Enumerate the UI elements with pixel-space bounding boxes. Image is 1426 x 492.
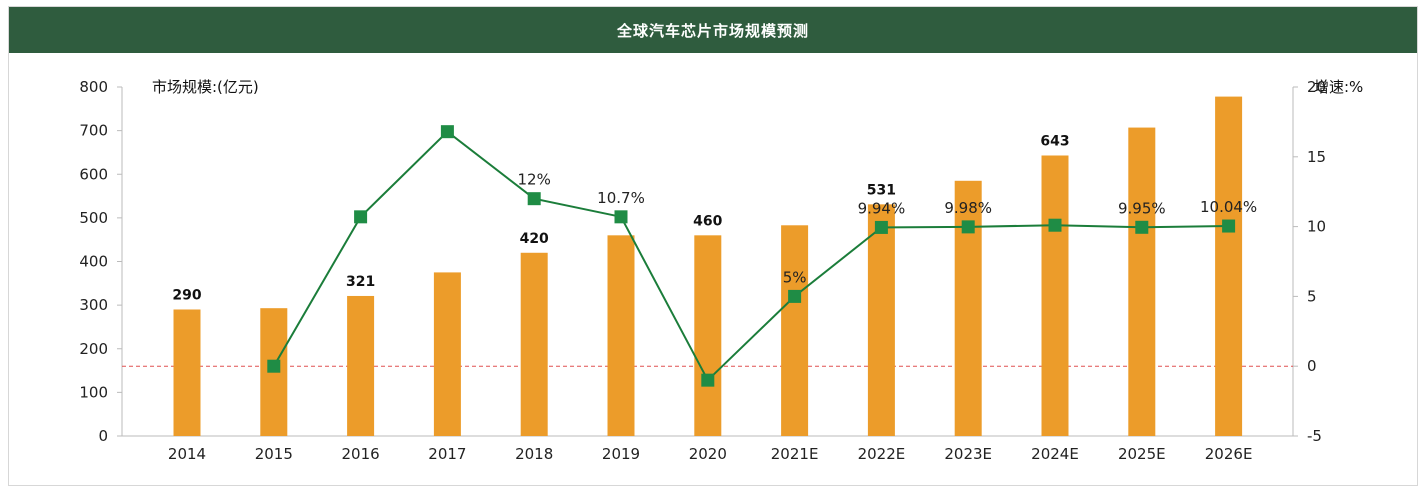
y-left-tick-label: 400 (79, 253, 108, 271)
bar-2026E (1215, 96, 1243, 436)
bar-2021E (781, 225, 809, 436)
growth-marker-2020 (701, 373, 715, 387)
growth-marker-2025E (1135, 220, 1149, 234)
bar-2016 (347, 295, 375, 436)
x-tick-label: 2015 (255, 445, 293, 463)
growth-marker-2017 (440, 125, 454, 139)
x-tick-label: 2022E (858, 445, 906, 463)
x-tick-label: 2016 (342, 445, 380, 463)
growth-marker-2023E (961, 220, 975, 234)
bar-2023E (954, 180, 982, 436)
growth-marker-2018 (527, 192, 541, 206)
y-right-tick-label: 20 (1307, 78, 1326, 96)
y-right-tick-label: 15 (1307, 148, 1326, 166)
x-tick-label: 2021E (771, 445, 819, 463)
x-tick-label: 2014 (168, 445, 206, 463)
bar-value-label: 643 (1040, 133, 1069, 149)
growth-marker-2021E (788, 289, 802, 303)
growth-marker-2016 (354, 210, 368, 224)
y-right-tick-label: 0 (1307, 357, 1317, 375)
growth-value-label: 10.7% (597, 189, 645, 207)
x-tick-label: 2023E (944, 445, 992, 463)
x-tick-label: 2020 (689, 445, 727, 463)
growth-value-label: 9.94% (858, 199, 906, 217)
bar-value-label: 420 (520, 231, 549, 247)
bar-value-label: 460 (693, 213, 722, 229)
growth-marker-2019 (614, 210, 628, 224)
y-left-tick-label: 800 (79, 78, 108, 96)
y-right-axis-title: 增速:% (1314, 78, 1363, 96)
growth-value-label: 9.95% (1118, 199, 1166, 217)
growth-rate-line (272, 130, 1229, 382)
bar-value-label: 531 (867, 182, 896, 198)
y-right-tick-label: -5 (1307, 427, 1322, 445)
bar-2018 (520, 252, 548, 436)
y-left-tick-label: 700 (79, 122, 108, 140)
x-tick-label: 2019 (602, 445, 640, 463)
y-right-tick-label: 10 (1307, 218, 1326, 236)
bar-2024E (1041, 155, 1069, 436)
growth-marker-2024E (1048, 218, 1062, 232)
growth-marker-2015 (267, 359, 281, 373)
growth-marker-2026E (1222, 219, 1236, 233)
bar-2019 (607, 235, 635, 436)
bar-value-label: 321 (346, 274, 375, 290)
y-left-tick-label: 500 (79, 209, 108, 227)
x-tick-label: 2025E (1118, 445, 1166, 463)
x-tick-label: 2024E (1031, 445, 1079, 463)
y-left-axis-title: 市场规模:(亿元) (152, 78, 259, 96)
y-right-tick-label: 5 (1307, 287, 1317, 305)
growth-value-label: 5% (783, 268, 807, 286)
x-tick-label: 2026E (1205, 445, 1253, 463)
growth-value-label: 12% (518, 171, 551, 189)
y-left-tick-label: 200 (79, 340, 108, 358)
y-left-tick-label: 600 (79, 165, 108, 183)
bar-value-label: 290 (172, 287, 201, 303)
y-left-tick-label: 0 (98, 427, 108, 445)
x-tick-label: 2018 (515, 445, 553, 463)
growth-marker-2022E (874, 220, 888, 234)
bar-2025E (1128, 127, 1156, 436)
x-tick-label: 2017 (428, 445, 466, 463)
bar-2014 (173, 309, 201, 436)
growth-value-label: 9.98% (944, 199, 992, 217)
bar-2017 (433, 272, 461, 436)
growth-value-label: 10.04% (1200, 198, 1257, 216)
y-left-tick-label: 100 (79, 383, 108, 401)
bar-2020 (694, 235, 722, 436)
bar-2022E (867, 204, 895, 436)
chart-title: 全球汽车芯片市场规模预测 (9, 7, 1417, 53)
y-left-tick-label: 300 (79, 296, 108, 314)
